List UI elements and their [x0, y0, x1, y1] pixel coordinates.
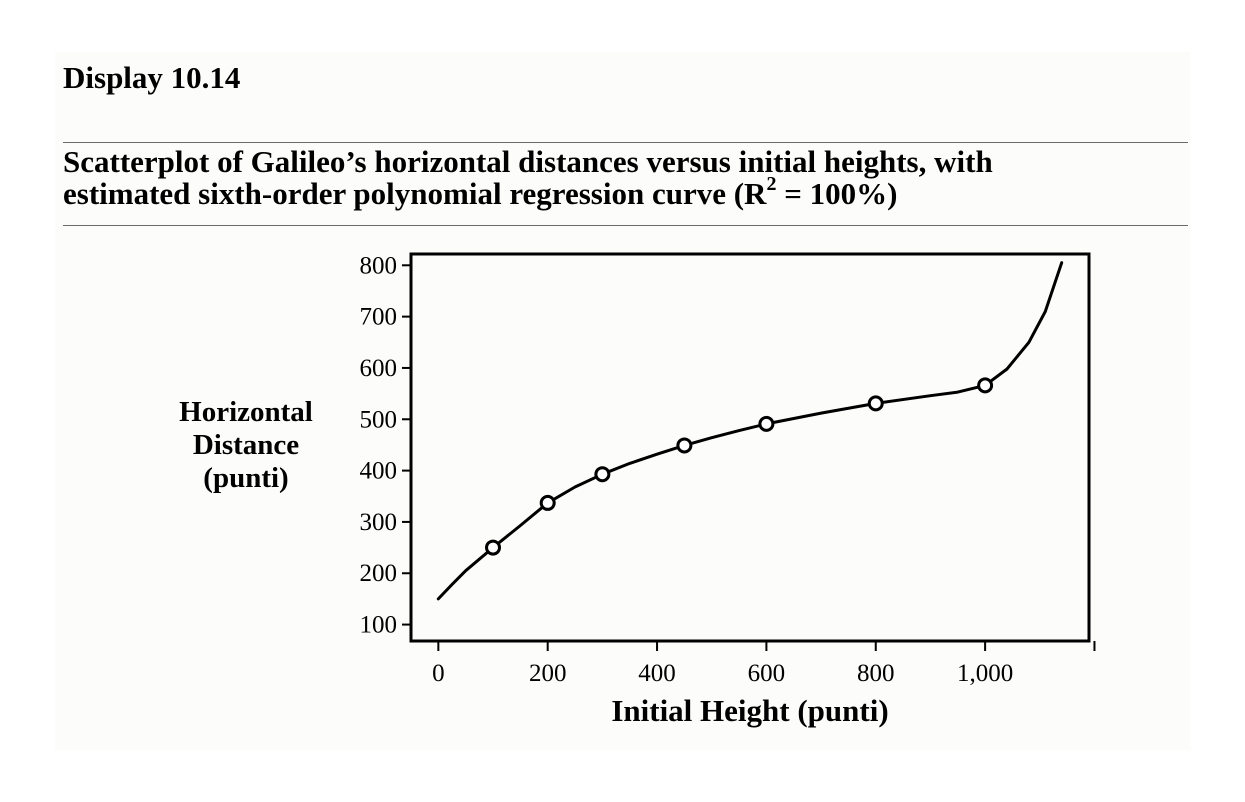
x-tick-label: 800 [857, 660, 895, 687]
x-axis-title: Initial Height (punti) [611, 693, 888, 728]
data-point [485, 539, 502, 556]
caption-top-rule [63, 142, 1188, 143]
data-point [867, 395, 884, 412]
x-axis: 0 200 400 600 800 1,000 [432, 641, 1096, 687]
caption-superscript: 2 [766, 172, 777, 195]
y-tick-label: 800 [360, 252, 398, 279]
figure-panel [55, 52, 1190, 750]
y-axis-title-line: Horizontal [179, 396, 313, 428]
data-point [539, 494, 556, 511]
x-tick-label: 0 [432, 660, 445, 687]
y-tick-label: 700 [360, 304, 398, 331]
data-point [676, 437, 693, 454]
caption-line-2-end: = 100%) [776, 176, 898, 211]
y-tick-label: 500 [360, 406, 398, 433]
data-points [485, 377, 994, 556]
y-tick-label: 300 [360, 509, 398, 536]
x-tick-label: 400 [638, 660, 676, 687]
y-axis-title-line: Distance [193, 429, 299, 461]
y-axis-title: Horizontal Distance (punti) [179, 396, 313, 494]
y-axis: 100 200 300 400 500 600 700 800 [360, 252, 411, 639]
x-tick-label: 200 [529, 660, 567, 687]
y-tick-label: 600 [360, 355, 398, 382]
data-point [758, 415, 775, 432]
x-tick-label: 600 [748, 660, 786, 687]
regression-curve [436, 261, 1064, 601]
data-point [594, 466, 611, 483]
y-tick-label: 200 [360, 560, 398, 587]
figure-caption: Scatterplot of Galileo’s horizontal dist… [63, 146, 1183, 210]
caption-bottom-rule [63, 225, 1188, 226]
caption-line-1: Scatterplot of Galileo’s horizontal dist… [63, 144, 993, 179]
y-tick-label: 400 [360, 458, 398, 485]
data-point [977, 377, 994, 394]
plot-frame [409, 252, 1091, 643]
y-axis-title-line: (punti) [203, 462, 288, 494]
caption-line-2-text: estimated sixth-order polynomial regress… [63, 176, 767, 211]
x-tick-label: 1,000 [957, 660, 1013, 687]
y-tick-label: 100 [360, 612, 398, 639]
caption-line-2: estimated sixth-order polynomial regress… [63, 174, 1183, 211]
display-label: Display 10.14 [63, 60, 241, 95]
